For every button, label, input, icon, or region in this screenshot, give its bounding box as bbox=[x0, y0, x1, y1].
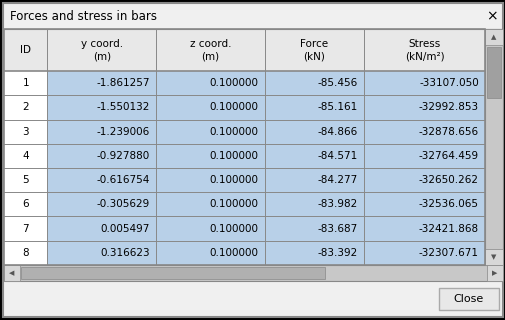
Bar bbox=[4, 217, 47, 241]
Bar bbox=[47, 71, 484, 95]
Text: 8: 8 bbox=[22, 248, 29, 258]
FancyBboxPatch shape bbox=[438, 288, 498, 310]
Text: 5: 5 bbox=[22, 175, 29, 185]
Bar bbox=[486, 47, 500, 98]
Text: -84.277: -84.277 bbox=[317, 175, 358, 185]
Text: Stress
(kN/m²): Stress (kN/m²) bbox=[404, 39, 443, 61]
Text: -32764.459: -32764.459 bbox=[418, 151, 478, 161]
Text: -32992.853: -32992.853 bbox=[418, 102, 478, 112]
Text: -83.392: -83.392 bbox=[317, 248, 358, 258]
Text: -32650.262: -32650.262 bbox=[418, 175, 478, 185]
Text: -32878.656: -32878.656 bbox=[418, 127, 478, 137]
Text: -1.861257: -1.861257 bbox=[96, 78, 150, 88]
Text: ×: × bbox=[485, 9, 497, 23]
Text: -32307.671: -32307.671 bbox=[418, 248, 478, 258]
Text: 2: 2 bbox=[22, 102, 29, 112]
Text: -0.927880: -0.927880 bbox=[96, 151, 150, 161]
Text: 0.100000: 0.100000 bbox=[209, 78, 258, 88]
Text: -0.305629: -0.305629 bbox=[96, 199, 150, 209]
Text: 0.316623: 0.316623 bbox=[100, 248, 150, 258]
Bar bbox=[4, 192, 47, 217]
Text: -83.687: -83.687 bbox=[317, 224, 358, 234]
Text: ▼: ▼ bbox=[490, 254, 496, 260]
Bar bbox=[486, 265, 502, 281]
Text: ▶: ▶ bbox=[491, 270, 497, 276]
Bar bbox=[47, 168, 484, 192]
Bar bbox=[484, 29, 502, 265]
Text: Forces and stress in bars: Forces and stress in bars bbox=[10, 10, 157, 22]
Bar bbox=[21, 267, 324, 279]
Bar bbox=[484, 249, 502, 265]
Text: 1: 1 bbox=[22, 78, 29, 88]
Bar bbox=[4, 29, 484, 265]
Text: -84.571: -84.571 bbox=[317, 151, 358, 161]
Text: 4: 4 bbox=[22, 151, 29, 161]
Text: Force
(kN): Force (kN) bbox=[300, 39, 328, 61]
Text: -32421.868: -32421.868 bbox=[418, 224, 478, 234]
Text: 0.100000: 0.100000 bbox=[209, 224, 258, 234]
Text: -0.616754: -0.616754 bbox=[96, 175, 150, 185]
Text: 0.100000: 0.100000 bbox=[209, 248, 258, 258]
Bar bbox=[4, 95, 47, 119]
Text: -85.456: -85.456 bbox=[317, 78, 358, 88]
Text: 0.100000: 0.100000 bbox=[209, 102, 258, 112]
Text: 0.100000: 0.100000 bbox=[209, 151, 258, 161]
Text: 0.100000: 0.100000 bbox=[209, 199, 258, 209]
Text: -83.982: -83.982 bbox=[317, 199, 358, 209]
Text: 0.005497: 0.005497 bbox=[100, 224, 150, 234]
Text: 0.100000: 0.100000 bbox=[209, 175, 258, 185]
Bar bbox=[484, 29, 502, 45]
Text: -33107.050: -33107.050 bbox=[419, 78, 478, 88]
Bar bbox=[4, 144, 47, 168]
Bar bbox=[4, 29, 484, 71]
Bar bbox=[47, 144, 484, 168]
Text: ◀: ◀ bbox=[9, 270, 15, 276]
Bar bbox=[47, 192, 484, 217]
Bar bbox=[4, 265, 502, 281]
Text: -1.239006: -1.239006 bbox=[96, 127, 150, 137]
Text: 7: 7 bbox=[22, 224, 29, 234]
Text: 6: 6 bbox=[22, 199, 29, 209]
Bar bbox=[4, 71, 47, 95]
Text: ▲: ▲ bbox=[490, 34, 496, 40]
Bar bbox=[4, 241, 47, 265]
Bar bbox=[47, 241, 484, 265]
Text: Close: Close bbox=[453, 294, 483, 304]
Bar bbox=[4, 168, 47, 192]
Text: z coord.
(m): z coord. (m) bbox=[189, 39, 231, 61]
Text: -1.550132: -1.550132 bbox=[96, 102, 150, 112]
Text: -85.161: -85.161 bbox=[317, 102, 358, 112]
Text: 3: 3 bbox=[22, 127, 29, 137]
Text: 0.100000: 0.100000 bbox=[209, 127, 258, 137]
Bar bbox=[4, 265, 20, 281]
Text: -84.866: -84.866 bbox=[317, 127, 358, 137]
Bar bbox=[4, 119, 47, 144]
Bar bbox=[47, 217, 484, 241]
Text: y coord.
(m): y coord. (m) bbox=[80, 39, 123, 61]
Bar bbox=[47, 95, 484, 119]
Bar bbox=[47, 119, 484, 144]
Text: -32536.065: -32536.065 bbox=[418, 199, 478, 209]
Text: ID: ID bbox=[20, 45, 31, 55]
